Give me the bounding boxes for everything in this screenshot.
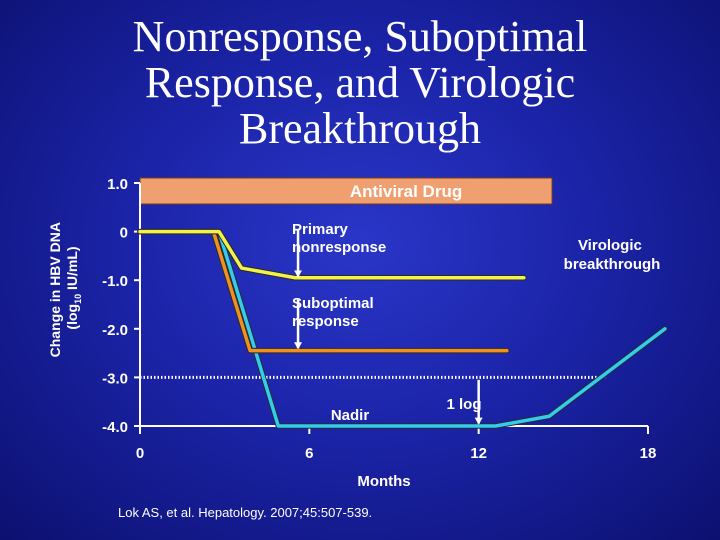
- x-tick-label: 6: [305, 445, 313, 462]
- y-tick-label: -3.0: [102, 370, 128, 387]
- x-tick-label: 12: [470, 445, 487, 462]
- title-line-1: Nonresponse, Suboptimal: [132, 12, 588, 61]
- citation: Lok AS, et al. Hepatology. 2007;45:507-5…: [118, 505, 373, 520]
- suboptimal-response-label-line-2: response: [292, 313, 359, 330]
- title-line-2: Response, and Virologic: [144, 58, 576, 107]
- y-axis-label-unit: IU/mL): [64, 246, 80, 293]
- y-ticks: 1.0 0 -1.0 -2.0 -3.0 -4.0: [102, 176, 140, 436]
- y-axis-label-line-2: (log10 IU/mL): [64, 246, 83, 329]
- primary-nonresponse-label-line-2: nonresponse: [292, 239, 386, 256]
- antiviral-drug-bar: [139, 177, 553, 205]
- y-axis-label-log: (log: [64, 304, 80, 330]
- suboptimal-response-label-line-1: Suboptimal: [292, 295, 374, 312]
- x-tick-label: 18: [640, 445, 657, 462]
- y-axis-label-line-1: Change in HBV DNA: [47, 222, 63, 357]
- chart-title: Nonresponse, Suboptimal Response, and Vi…: [60, 14, 660, 152]
- y-tick-label: 0: [120, 225, 128, 242]
- y-axis-label: Change in HBV DNA (log10 IU/mL): [47, 219, 83, 358]
- nadir-label: Nadir: [331, 407, 370, 424]
- one-log-label: 1 log: [446, 396, 481, 413]
- y-axis-label-subscript: 10: [73, 294, 83, 304]
- x-ticks: 0 6 12 18: [136, 426, 657, 462]
- virologic-breakthrough-label-line-2: breakthrough: [564, 256, 661, 273]
- virologic-breakthrough-label: Virologic breakthrough: [564, 237, 661, 273]
- x-axis-label: Months: [357, 473, 410, 490]
- primary-nonresponse-label: Primary nonresponse: [292, 221, 386, 256]
- title-line-3: Breakthrough: [239, 104, 481, 153]
- x-tick-label: 0: [136, 445, 144, 462]
- y-tick-label: -2.0: [102, 322, 128, 339]
- y-tick-label: -1.0: [102, 273, 128, 290]
- suboptimal-response-label: Suboptimal response: [292, 295, 378, 330]
- y-tick-label: 1.0: [107, 176, 128, 193]
- primary-nonresponse-label-line-1: Primary: [292, 221, 349, 238]
- annotation-arrows: [294, 229, 483, 425]
- series-group: [137, 228, 668, 429]
- virologic-breakthrough-label-line-1: Virologic: [578, 237, 642, 254]
- y-tick-label: -4.0: [102, 419, 128, 436]
- antiviral-drug-label: Antiviral Drug: [350, 182, 462, 201]
- primary-nonresponse-line: [138, 229, 526, 280]
